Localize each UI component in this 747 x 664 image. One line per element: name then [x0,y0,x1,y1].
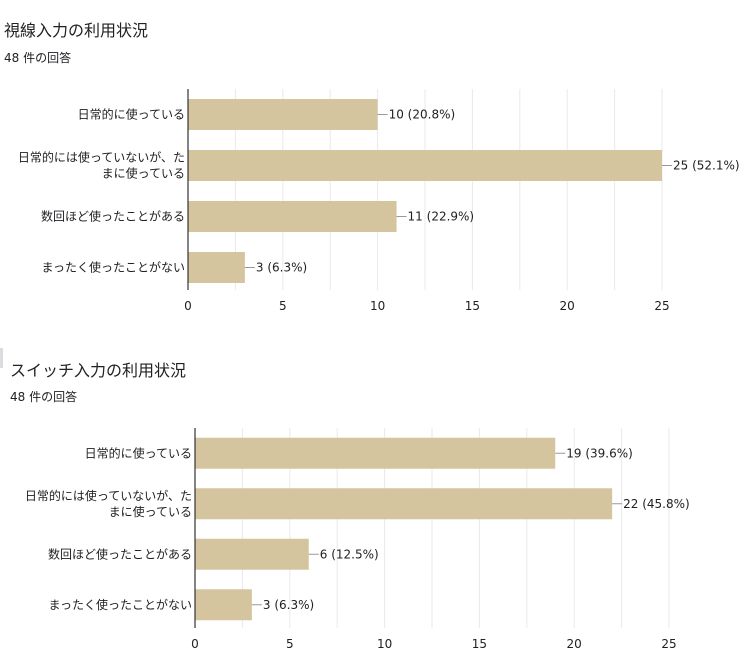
category-label: 日常的に使っている [85,445,192,460]
bar [188,252,245,283]
bar [195,488,613,520]
bar [188,201,397,232]
category-label: まに使っている [102,166,185,181]
x-tick-label: 15 [472,637,487,651]
category-label: 日常的には使っていないが、た [25,488,192,503]
bar [188,150,662,181]
x-tick-label: 25 [654,299,669,313]
data-label: 19 (39.6%) [566,446,633,460]
chart-title: 視線入力の利用状況 [4,21,149,40]
category-label: まったく使ったことがない [41,260,185,275]
x-tick-label: 5 [279,299,287,313]
chart-panel-1: 視線入力の利用状況 48 件の回答 日常的に使っている 10 (20.8%) 日常的… [0,0,747,330]
category-label: まに使っている [109,504,192,519]
panel-divider [0,348,3,368]
x-tick-label: 5 [286,637,294,651]
x-tick-label: 0 [191,637,199,651]
x-tick-label: 10 [370,299,385,313]
category-label: 数回ほど使ったことがある [48,546,192,561]
bar [195,538,309,570]
category-label: まったく使ったことがない [48,597,192,612]
data-label: 10 (20.8%) [389,108,456,122]
category-label: 日常的には使っていないが、た [18,150,185,165]
bar [195,589,252,621]
data-label: 3 (6.3%) [256,261,307,275]
bar [195,437,556,469]
x-tick-label: 10 [377,637,392,651]
data-label: 22 (45.8%) [623,497,690,511]
data-label: 25 (52.1%) [673,159,740,173]
data-label: 6 (12.5%) [320,547,379,561]
x-tick-label: 25 [661,637,676,651]
chart-title: スイッチ入力の利用状況 [10,361,187,380]
category-label: 日常的に使っている [78,107,185,122]
bar-chart: 日常的に使っている 10 (20.8%) 日常的には使っていないが、たまに使っている… [18,89,740,313]
x-tick-label: 20 [567,637,582,651]
data-label: 11 (22.9%) [408,210,475,224]
x-tick-label: 15 [465,299,480,313]
x-tick-label: 0 [184,299,192,313]
bar-chart: 日常的に使っている 19 (39.6%) 日常的には使っていないが、たまに使っている… [25,428,690,651]
category-label: 数回ほど使ったことがある [41,209,185,224]
bar [188,99,378,130]
x-tick-label: 20 [560,299,575,313]
chart-panel-2: スイッチ入力の利用状況 48 件の回答 日常的に使っている 19 (39.6%) 日… [0,330,747,664]
response-count: 48 件の回答 [10,390,78,404]
response-count: 48 件の回答 [4,51,72,65]
data-label: 3 (6.3%) [263,598,314,612]
